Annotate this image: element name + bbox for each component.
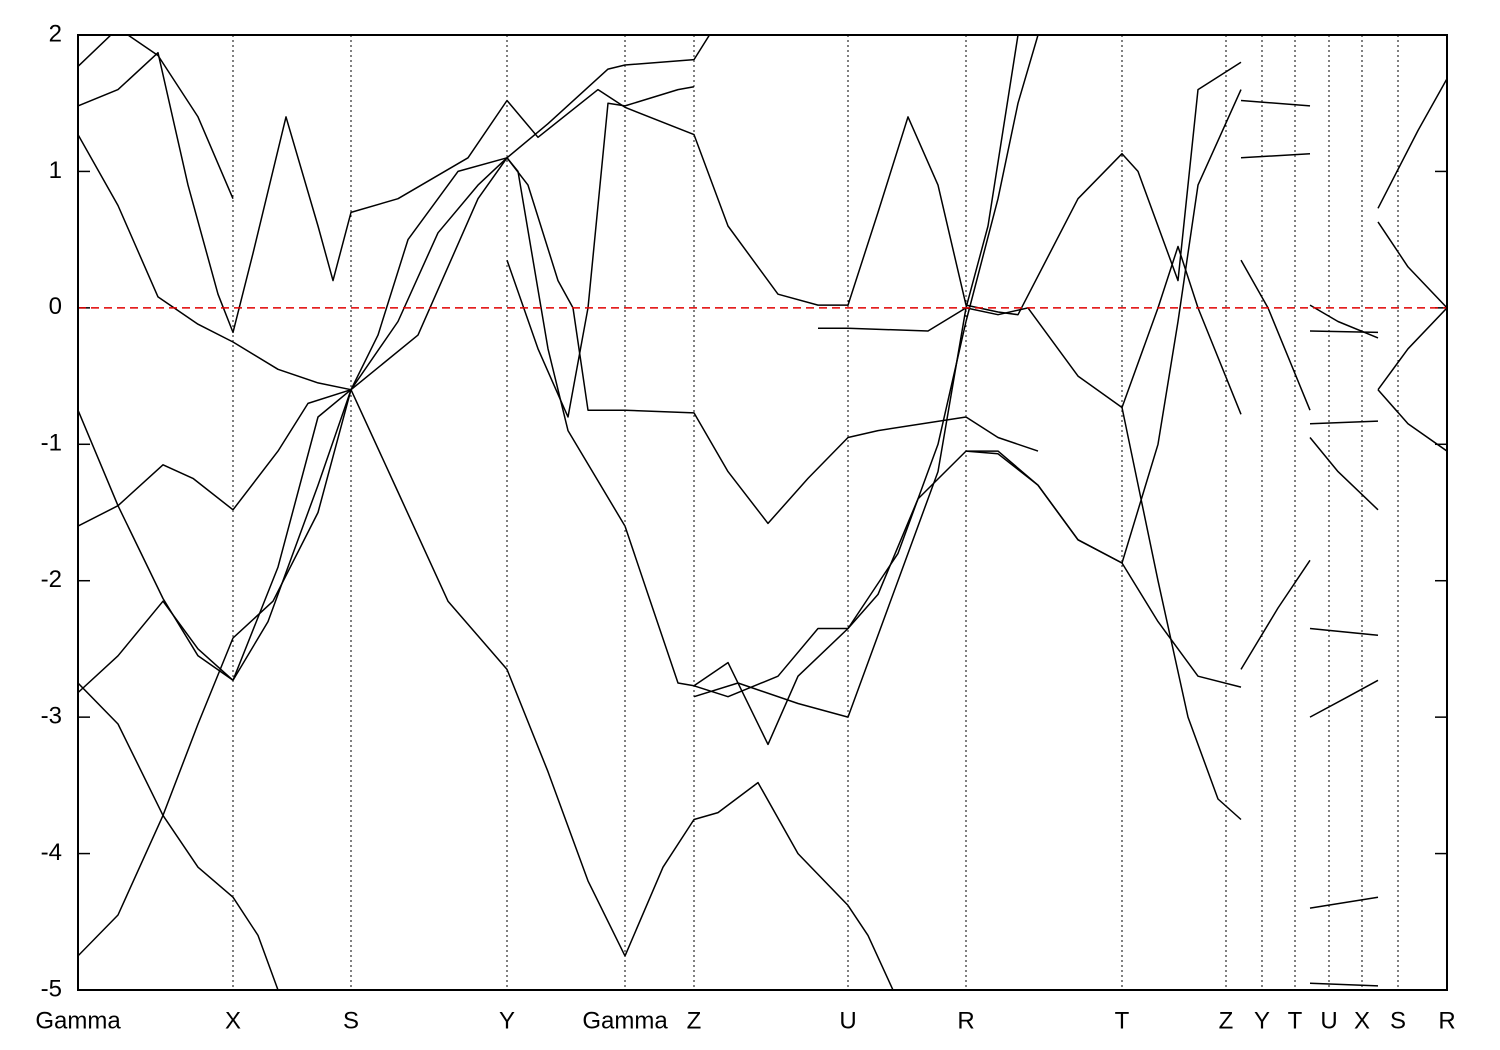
band-line xyxy=(1309,982,1379,987)
x-tick-label: Gamma xyxy=(582,1007,668,1034)
band-line xyxy=(78,35,234,199)
x-tick-label: Y xyxy=(499,1007,515,1034)
band-line xyxy=(965,89,1242,564)
band-line xyxy=(78,35,711,527)
y-tick-label: 0 xyxy=(49,293,62,320)
band-line xyxy=(1240,559,1311,670)
y-tick-label: -3 xyxy=(41,702,62,729)
band-line xyxy=(78,51,1242,334)
y-tick-label: -1 xyxy=(41,430,62,457)
band-line xyxy=(78,682,279,990)
band-line xyxy=(1121,407,1242,821)
band-line xyxy=(818,245,1242,415)
x-tick-label: T xyxy=(1288,1007,1303,1034)
x-tick-label: T xyxy=(1115,1007,1130,1034)
band-line xyxy=(1377,307,1447,391)
x-tick-label: Z xyxy=(1219,1007,1234,1034)
x-tick-label: Z xyxy=(687,1007,702,1034)
band-line xyxy=(693,35,1039,698)
band-line xyxy=(78,389,352,682)
x-tick-label: R xyxy=(957,1007,974,1034)
band-line xyxy=(1240,99,1311,107)
band-line xyxy=(693,35,1019,718)
x-tick-label: X xyxy=(225,1007,241,1034)
x-tick-label: U xyxy=(839,1007,856,1034)
x-tick-label: U xyxy=(1320,1007,1337,1034)
band-line xyxy=(78,134,1039,525)
y-tick-label: 1 xyxy=(49,157,62,184)
band-line xyxy=(78,388,894,990)
y-tick-label: -5 xyxy=(41,975,62,1002)
band-line xyxy=(1377,389,1447,452)
y-tick-label: 2 xyxy=(49,20,62,47)
x-tick-label: X xyxy=(1354,1007,1370,1034)
band-line xyxy=(1309,437,1379,511)
x-tick-label: Y xyxy=(1254,1007,1270,1034)
x-tick-label: Gamma xyxy=(35,1007,121,1034)
x-tick-label: S xyxy=(1390,1007,1406,1034)
y-tick-label: -2 xyxy=(41,566,62,593)
band-line xyxy=(1309,330,1379,334)
x-tick-label: R xyxy=(1438,1007,1455,1034)
band-line xyxy=(1309,420,1379,425)
band-line xyxy=(506,86,695,418)
band-line xyxy=(1377,221,1447,309)
band-line xyxy=(1309,896,1379,909)
band-line xyxy=(1309,679,1379,718)
x-tick-label: S xyxy=(343,1007,359,1034)
band-line xyxy=(1377,78,1447,209)
band-line xyxy=(1240,152,1311,159)
band-line xyxy=(1309,627,1379,637)
plot-frame xyxy=(77,34,1448,991)
y-tick-label: -4 xyxy=(41,839,62,866)
bands xyxy=(78,35,1447,990)
